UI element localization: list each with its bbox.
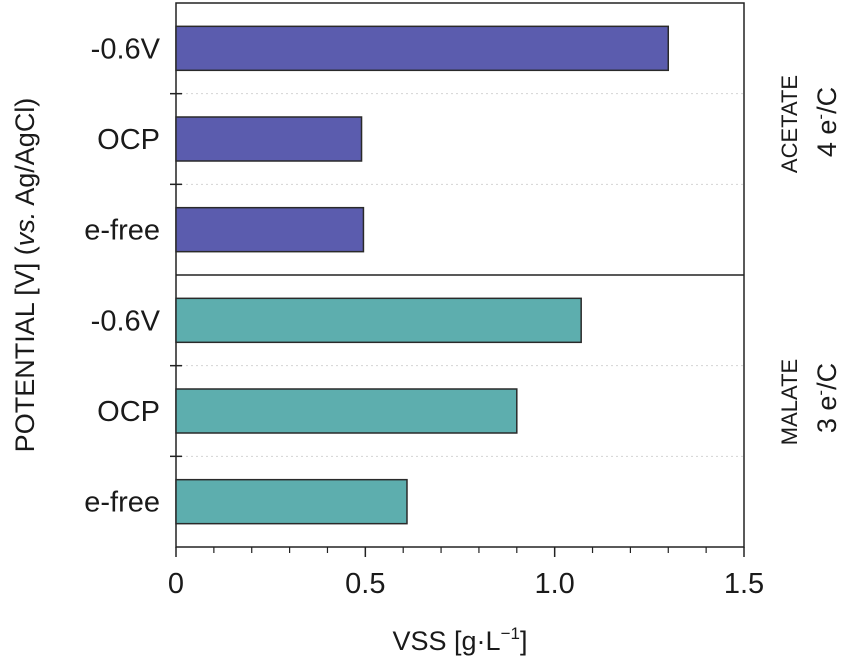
bar-acetate-ocp — [175, 116, 363, 162]
panel-sub-acetate-sup: - — [811, 114, 830, 120]
bar-acetate--0.6v — [175, 25, 670, 72]
bar-malate-ocp — [175, 388, 518, 434]
y-axis-title-italic: vs. — [10, 212, 40, 247]
x-tick-label-1: 0.5 — [345, 568, 385, 600]
x-axis-title-sup: −1 — [501, 624, 520, 643]
panel-label-acetate: ACETATE — [777, 75, 802, 173]
category-label-malate-e-free: e-free — [84, 487, 160, 519]
panel-sub-malate-post: /C — [812, 363, 842, 390]
panel-sub-acetate-post: /C — [812, 87, 842, 114]
bar-acetate-e-free — [175, 206, 365, 253]
bar-malate-e-free — [175, 478, 408, 525]
x-tick-label-2: 1.0 — [535, 568, 575, 600]
panel-sub-malate-pre: 3 e — [812, 396, 842, 434]
panel-sub-malate: 3 e-/C — [811, 363, 842, 433]
panel-sub-acetate-pre: 4 e — [812, 120, 842, 158]
category-label-acetate-e-free: e-free — [84, 215, 160, 247]
x-tick-label-0: 0 — [168, 568, 184, 600]
panel-sub-acetate: 4 e-/C — [811, 87, 842, 157]
category-label-acetate-ocp: OCP — [97, 124, 160, 156]
category-label-malate--0.6v: -0.6V — [91, 305, 161, 337]
y-axis-title-post: Ag/AgCl) — [10, 98, 40, 212]
panel-label-malate: MALATE — [777, 359, 802, 445]
x-axis-title: VSS [g·L−1] — [393, 624, 528, 656]
y-axis-title-pre: POTENTIAL [V] ( — [10, 246, 40, 452]
panel-sub-malate-sup: - — [811, 390, 830, 396]
category-label-acetate--0.6v: -0.6V — [91, 33, 161, 65]
category-label-malate-ocp: OCP — [97, 396, 160, 428]
x-tick-label-3: 1.5 — [724, 568, 764, 600]
bar-malate--0.6v — [175, 297, 582, 344]
x-axis-title-main: VSS [g·L — [393, 626, 501, 656]
y-axis-title: POTENTIAL [V] (vs. Ag/AgCl) — [10, 98, 40, 453]
x-axis-title-end: ] — [520, 626, 528, 656]
